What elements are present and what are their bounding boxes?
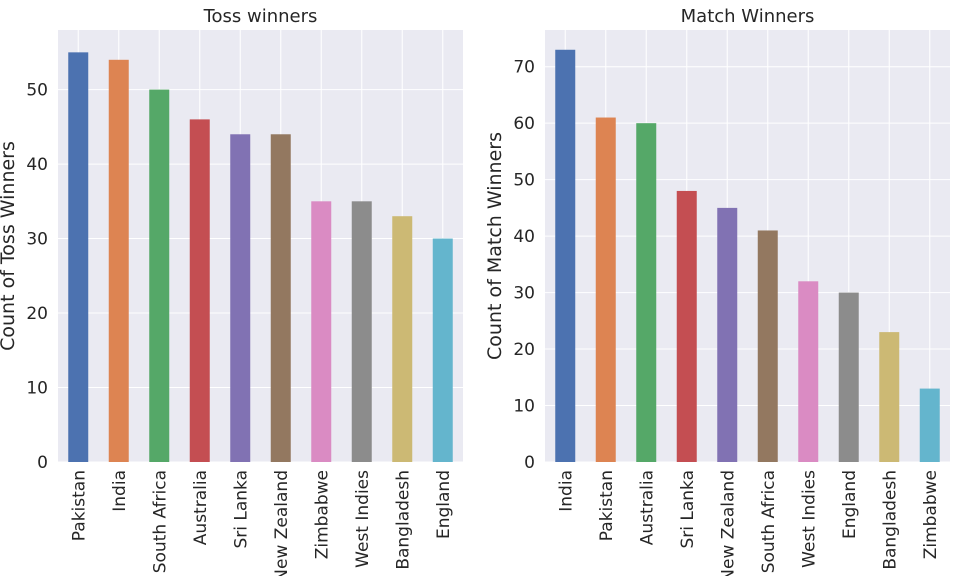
x-tick-label: South Africa	[759, 470, 779, 573]
x-tick-label: Sri Lanka	[678, 470, 698, 549]
bar-india	[108, 59, 129, 463]
y-tick-label: 40	[26, 155, 48, 175]
x-tick-label: West Indies	[353, 470, 373, 568]
bar-india	[555, 49, 576, 462]
y-tick-label: 50	[26, 81, 48, 101]
x-tick-label: Australia	[637, 470, 657, 545]
bar-zimbabwe	[919, 388, 940, 462]
y-tick-label: 60	[513, 114, 535, 134]
x-tick-label: Pakistan	[69, 470, 89, 541]
x-tick-label: India	[110, 470, 130, 512]
y-axis-label: Count of Match Winners	[484, 132, 506, 360]
bar-west-indies	[351, 201, 372, 462]
bar-bangladesh	[879, 332, 900, 462]
y-tick-label: 10	[26, 379, 48, 399]
y-tick-label: 0	[37, 453, 48, 473]
bar-sri-lanka	[676, 190, 697, 463]
bar-australia	[636, 123, 657, 463]
chart-match-winners: 0 10 20 30 40 50 60 70 India Pakistan Australia Sri…	[484, 6, 950, 580]
x-tick-label: Sri Lanka	[231, 470, 251, 549]
x-tick-label: West Indies	[799, 470, 819, 568]
x-tick-label: India	[556, 470, 576, 512]
bar-new-zealand	[717, 207, 738, 462]
bar-england	[432, 238, 453, 462]
bar-pakistan	[68, 52, 89, 463]
chart-title: Toss winners	[203, 6, 318, 27]
x-tick-label: Pakistan	[597, 470, 617, 541]
bar-south-africa	[757, 230, 778, 462]
y-tick-label: 10	[513, 397, 535, 417]
x-tick-label: Zimbabwe	[921, 470, 941, 559]
x-tick-label: South Africa	[150, 470, 170, 573]
bar-west-indies	[798, 281, 819, 462]
chart-title: Match Winners	[681, 6, 815, 27]
y-tick-label: 30	[26, 230, 48, 250]
y-tick-label: 20	[513, 340, 535, 360]
y-tick-label: 0	[524, 453, 535, 473]
bar-england	[838, 292, 859, 462]
x-tick-label: New Zealand	[718, 470, 738, 576]
y-tick-label: 40	[513, 227, 535, 247]
x-tick-label: Zimbabwe	[312, 470, 332, 559]
x-tick-label: England	[434, 470, 454, 539]
chart-toss-winners: 0 10 20 30 40 50 Pakistan India South Africa Aust…	[0, 6, 463, 580]
y-tick-label: 20	[26, 304, 48, 324]
x-tick-label: Australia	[191, 470, 211, 545]
bar-pakistan	[595, 117, 616, 462]
bar-australia	[189, 119, 210, 463]
y-tick-label: 50	[513, 171, 535, 191]
x-tick-label: England	[840, 470, 860, 539]
bar-zimbabwe	[311, 201, 332, 462]
bar-sri-lanka	[230, 134, 251, 462]
bar-new-zealand	[270, 134, 291, 462]
x-tick-label: Bangladesh	[393, 470, 413, 570]
x-tick-label: New Zealand	[272, 470, 292, 576]
bar-south-africa	[149, 89, 170, 462]
x-tick-label: Bangladesh	[880, 470, 900, 570]
y-tick-label: 70	[513, 58, 535, 78]
bar-bangladesh	[392, 216, 413, 462]
y-axis-label: Count of Toss Winners	[0, 141, 19, 351]
y-tick-label: 30	[513, 284, 535, 304]
